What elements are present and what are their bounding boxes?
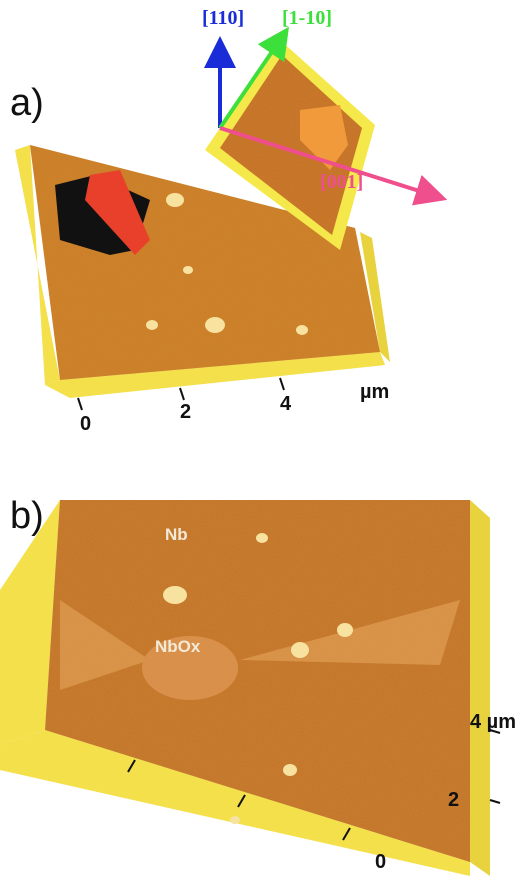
afm-surface bbox=[45, 500, 470, 862]
axis-tick bbox=[179, 387, 185, 401]
axis-tick bbox=[279, 377, 285, 391]
inset-surface bbox=[220, 55, 362, 235]
platform-side bbox=[0, 500, 60, 745]
inset-crystal bbox=[300, 105, 348, 170]
direction-arrow bbox=[219, 126, 448, 206]
axis-label: 0 bbox=[375, 851, 386, 873]
platform-base bbox=[0, 730, 470, 876]
particle bbox=[296, 325, 308, 335]
oxide-wedge bbox=[60, 600, 150, 690]
particle bbox=[256, 533, 268, 543]
region-label: NbOx bbox=[155, 637, 201, 656]
direction-label: [001] bbox=[320, 171, 363, 193]
axis-tick bbox=[127, 759, 136, 773]
particle bbox=[166, 193, 184, 207]
axis-tick bbox=[237, 794, 246, 808]
axis-label: 0 bbox=[80, 413, 91, 435]
panel-b: b) Nb NbOx 4 µm 2 0 bbox=[0, 495, 516, 876]
particle bbox=[337, 623, 353, 637]
particle bbox=[183, 266, 193, 274]
axis-label: 2 bbox=[180, 401, 191, 423]
panel-label: b) bbox=[10, 495, 44, 537]
platform-base bbox=[45, 352, 385, 398]
particle bbox=[146, 320, 158, 330]
region-label: Nb bbox=[165, 525, 188, 544]
platform-side bbox=[470, 500, 490, 876]
particle bbox=[291, 642, 309, 658]
platform-side bbox=[360, 232, 390, 362]
particle bbox=[230, 816, 240, 824]
axis-label: 4 bbox=[280, 393, 292, 415]
axis-label: 4 µm bbox=[470, 711, 516, 733]
direction-label: [1-10] bbox=[282, 7, 332, 29]
platform-side bbox=[15, 145, 60, 385]
axis-tick bbox=[342, 827, 351, 841]
particle bbox=[163, 586, 187, 604]
particle bbox=[205, 317, 225, 333]
direction-label: [110] bbox=[202, 7, 244, 29]
axis-tick bbox=[489, 799, 501, 804]
axis-unit: µm bbox=[360, 381, 389, 403]
axis-label: 2 bbox=[448, 789, 459, 811]
direction-arrow bbox=[218, 26, 290, 130]
particle bbox=[283, 764, 297, 776]
axis-tick bbox=[77, 397, 83, 411]
axis-tick bbox=[489, 729, 501, 734]
oxide-region bbox=[142, 636, 238, 700]
panel-a: a) [110] [1-10] [001] 0 2 4 µm bbox=[10, 7, 448, 435]
panel-label: a) bbox=[10, 82, 44, 124]
arrow-marker bbox=[85, 170, 150, 255]
